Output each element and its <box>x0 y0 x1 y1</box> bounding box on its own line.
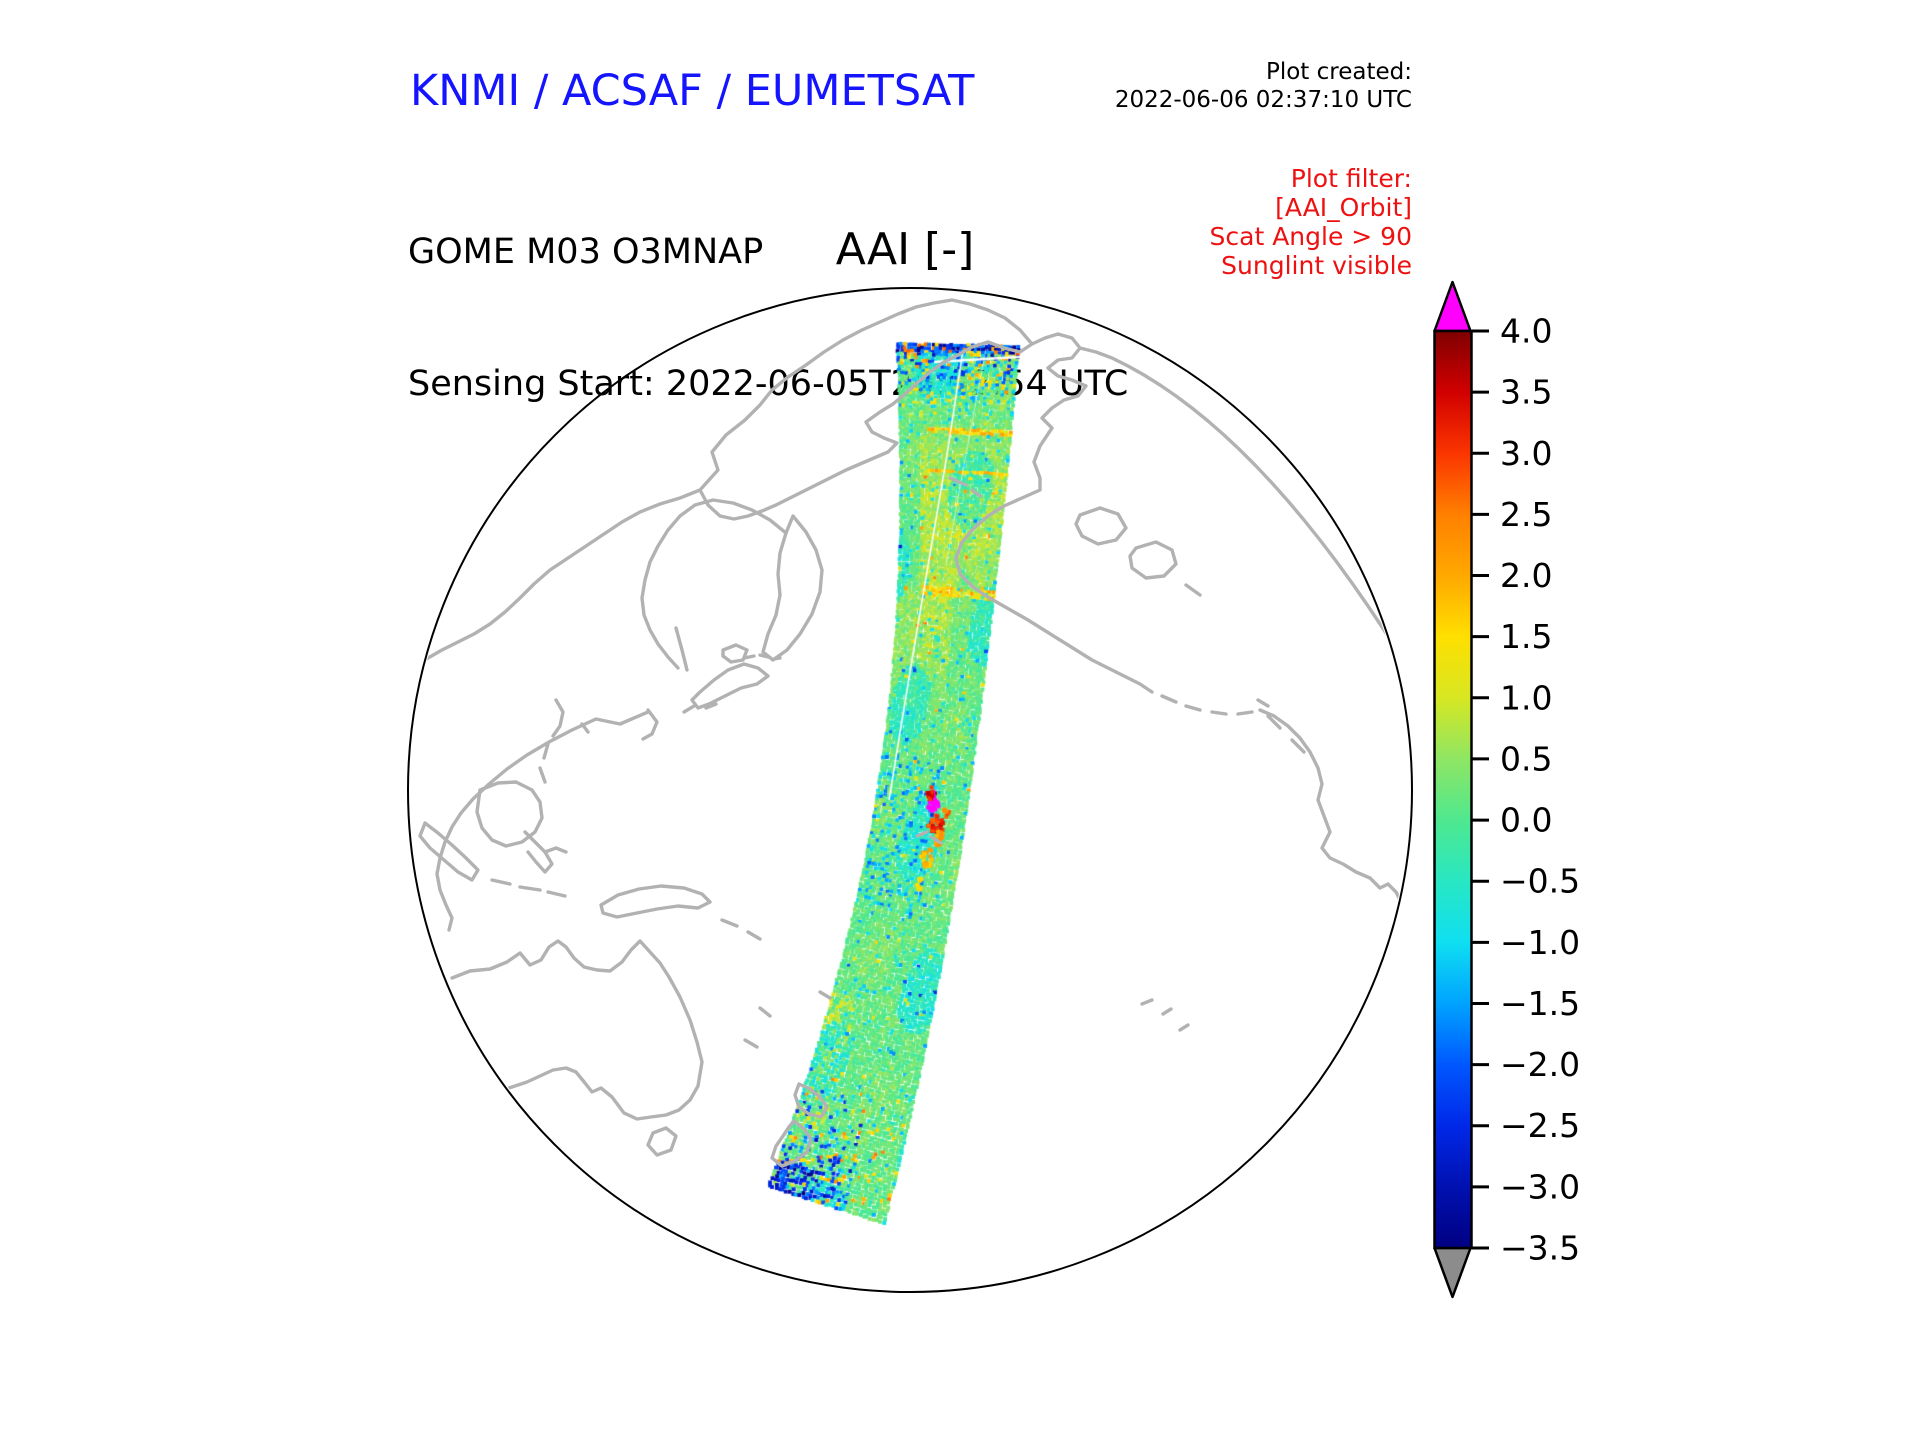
coastlines-group <box>410 298 1410 1168</box>
colorbar-tick-label: −2.0 <box>1500 1045 1580 1084</box>
coastline-path <box>758 653 770 659</box>
coastline-path <box>929 835 943 845</box>
plot-filter-scat: Scat Angle > 90 <box>1209 222 1412 251</box>
coastline-path <box>721 643 749 664</box>
colorbar-gradient-bar <box>1433 329 1473 1250</box>
org-title: KNMI / ACSAF / EUMETSAT <box>410 66 975 116</box>
map-title: AAI [-] <box>835 224 975 275</box>
coastline-path <box>410 488 702 674</box>
colorbar-tick-label: 1.0 <box>1500 678 1552 717</box>
colorbar: 4.0 3.5 3.0 2.5 2.0 1.5 1.0 0.5 0.0 −0.5 −1.0 −1.5 −… <box>1433 280 1580 1299</box>
colorbar-tick-label: 4.0 <box>1500 312 1552 351</box>
coastline-path <box>1184 704 1202 712</box>
coastline-path <box>954 332 1154 694</box>
coastline-path <box>758 1006 772 1018</box>
coastline-path <box>948 476 968 487</box>
colorbar-tick-label: −2.5 <box>1500 1106 1580 1145</box>
coastline-path <box>475 780 544 848</box>
coastline-path <box>720 918 739 928</box>
coastline-path <box>580 722 590 734</box>
colorbar-tick-label: −0.5 <box>1500 862 1580 901</box>
coastline-path <box>770 1119 813 1168</box>
colorbar-tick-label: 0.0 <box>1500 801 1552 840</box>
coastline-path <box>704 702 718 710</box>
colorbar-tick-label: 3.0 <box>1500 434 1552 473</box>
coastline-path <box>818 990 832 1000</box>
coastline-path <box>435 710 650 932</box>
coastline-path <box>1161 1007 1173 1016</box>
colorbar-tick-label: 1.5 <box>1500 617 1552 656</box>
colorbar-tick-label: −1.0 <box>1500 923 1580 962</box>
colorbar-tick-label: 2.0 <box>1500 556 1552 595</box>
coastline-path <box>490 878 512 886</box>
coastline-path <box>1140 998 1154 1006</box>
coastline-path <box>538 766 547 784</box>
coastline-path <box>1236 710 1254 716</box>
coastline-path <box>915 830 929 838</box>
coastline-path <box>674 626 689 672</box>
plot-created-block: Plot created: 2022-06-06 02:37:10 UTC <box>1115 58 1412 114</box>
aai-swath-canvas <box>395 275 1425 1305</box>
product-name: GOME M03 O3MNAP <box>408 232 764 272</box>
coastline-path <box>646 1126 678 1157</box>
coastline-path <box>743 1038 759 1049</box>
colorbar-over-arrow <box>1433 280 1472 333</box>
coastline-path <box>772 656 782 661</box>
plot-filter-field: [AAI_Orbit] <box>1275 193 1412 222</box>
globe-outline <box>407 287 1413 1293</box>
coastline-path <box>551 698 565 738</box>
coastline-path <box>599 884 712 919</box>
plot-created-value: 2022-06-06 02:37:10 UTC <box>1114 87 1412 113</box>
colorbar-under-arrow <box>1433 1246 1472 1299</box>
coastline-path <box>682 704 696 714</box>
coastline-path <box>542 742 550 760</box>
coastline-path <box>543 846 568 854</box>
plot-created-label: Plot created: <box>1265 59 1412 85</box>
coastline-path <box>1078 346 1410 702</box>
coastline-path <box>418 821 480 882</box>
coastline-path <box>1210 710 1228 716</box>
coastline-path <box>746 930 762 941</box>
coastline-path <box>1184 583 1202 597</box>
coastline-path <box>640 498 788 670</box>
colorbar-tick-label: 2.5 <box>1500 495 1552 534</box>
coastline-path <box>518 885 542 892</box>
coastline-path <box>1128 540 1178 580</box>
coastline-path <box>1178 1023 1190 1032</box>
colorbar-tick-label: 3.5 <box>1500 373 1552 412</box>
colorbar-tick-label: 0.5 <box>1500 739 1552 778</box>
coastline-path <box>1160 694 1178 704</box>
coastline-path <box>523 830 554 874</box>
coastline-path <box>970 488 982 498</box>
coastline-path <box>793 1082 829 1119</box>
coastline-path <box>546 890 567 898</box>
coastline-path <box>698 298 1034 521</box>
colorbar-ticks: 4.0 3.5 3.0 2.5 2.0 1.5 1.0 0.5 0.0 −0.5 −1.0 −1.5 −… <box>1471 312 1580 1268</box>
colorbar-tick-label: −1.5 <box>1500 984 1580 1023</box>
plot-filter-title: Plot filter: <box>1290 164 1412 193</box>
coastline-path <box>690 662 770 710</box>
coastline-path <box>761 514 824 662</box>
coastline-path <box>1266 714 1282 730</box>
coastline-path <box>1074 506 1128 546</box>
coastline-path <box>641 708 659 741</box>
coastline-path <box>1256 698 1270 708</box>
coastline-path <box>1258 708 1404 906</box>
colorbar-tick-label: −3.5 <box>1500 1229 1580 1268</box>
coastline-path <box>450 939 704 1121</box>
coastline-path <box>1290 738 1306 754</box>
colorbar-tick-label: −3.0 <box>1500 1167 1580 1206</box>
